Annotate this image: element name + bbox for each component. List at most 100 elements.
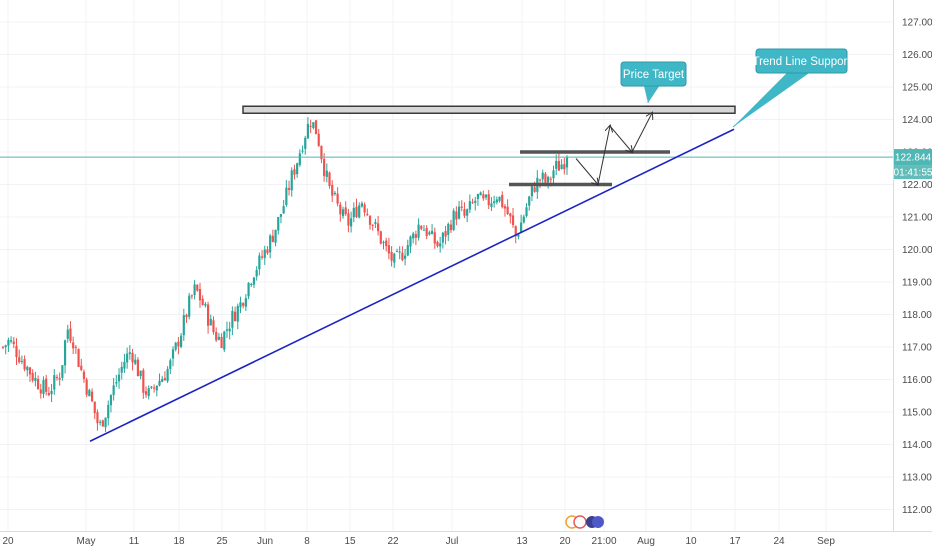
candle-body [344, 207, 347, 215]
candle-body [136, 359, 140, 377]
candle-body [1, 346, 5, 348]
candle-body [225, 329, 229, 331]
candle-body [479, 192, 482, 196]
resistance-zone[interactable] [242, 105, 736, 114]
candle-body [560, 164, 563, 169]
y-tick-label: 127.000 [902, 18, 932, 29]
candle-body [45, 378, 48, 392]
candle-body [277, 217, 280, 231]
countdown-value: 01:41:55 [894, 168, 932, 179]
candle-body [223, 331, 226, 350]
candle-body [266, 249, 269, 254]
candle-body [126, 353, 129, 363]
candle-body [420, 226, 423, 229]
y-tick-label: 125.000 [902, 83, 932, 94]
candle-body [374, 222, 377, 224]
candle-body [131, 352, 134, 363]
trend-line-support[interactable] [89, 128, 735, 442]
x-tick-label: Jul [446, 536, 459, 547]
x-tick-label: 25 [216, 536, 228, 547]
candle-body [406, 245, 409, 256]
candle-body [352, 207, 355, 218]
candle-body [188, 295, 191, 317]
candle-body [42, 379, 45, 395]
projection-arrow [631, 113, 652, 153]
candle-body [331, 184, 334, 196]
candle-body [503, 206, 507, 209]
candle-body [28, 367, 32, 375]
candle-body [144, 391, 148, 395]
candle-body [371, 224, 374, 226]
candle-body [414, 234, 417, 238]
candle-body [61, 365, 64, 378]
candle-body [18, 357, 21, 363]
candle-body [88, 390, 91, 397]
candle-body [541, 172, 544, 180]
candle-body [398, 251, 401, 253]
candle-body [198, 288, 202, 301]
candle-body [379, 231, 382, 244]
candle-body [323, 158, 326, 177]
candle-body [530, 186, 534, 197]
candle-body [290, 170, 293, 191]
y-tick-label: 120.000 [902, 245, 932, 256]
candle-body [449, 224, 453, 231]
candle-body [336, 193, 339, 204]
candle-body [447, 223, 450, 235]
candle-body [150, 386, 153, 388]
candle-body [36, 379, 40, 390]
callout-trend-line-support-box [755, 48, 848, 74]
candle-body [320, 146, 323, 160]
candle-body [263, 249, 266, 258]
candle-body [563, 164, 566, 170]
candle-body [455, 211, 458, 220]
candle-body [101, 420, 104, 427]
candle-body [85, 379, 88, 395]
candle-body [123, 361, 126, 369]
callout-price-target-tail [643, 85, 660, 103]
candle-body [358, 205, 361, 218]
callout-trend-line-support-text: Trend Line Support [752, 56, 851, 68]
countdown-badge-bg [894, 165, 932, 180]
candle-body [498, 196, 501, 201]
callout-trend-line-support[interactable]: Trend Line Support [732, 48, 851, 128]
projection-arrow [597, 126, 610, 185]
candle-body [77, 349, 80, 367]
candle-body [271, 235, 274, 242]
candle-body [115, 382, 118, 384]
candle-body [444, 231, 447, 237]
x-tick-label: Sep [817, 536, 835, 547]
candle-body [547, 176, 550, 183]
candle-body [549, 178, 552, 180]
candle-body [293, 169, 296, 175]
candle-body [117, 374, 121, 382]
candle-body [158, 380, 161, 386]
current-price-value: 122.844 [895, 153, 932, 164]
candle-body [7, 339, 10, 346]
candle-body [425, 228, 428, 236]
y-tick-label: 116.000 [902, 375, 932, 386]
candle-body [247, 282, 250, 297]
candle-body [109, 395, 113, 406]
candle-body [255, 269, 258, 277]
candle-body [55, 376, 59, 378]
candle-body [244, 298, 247, 307]
candle-body [506, 206, 509, 214]
candle-body [171, 349, 175, 359]
candle-body [99, 421, 102, 423]
candle-body [312, 122, 315, 128]
y-tick-label: 118.000 [902, 310, 932, 321]
candle-body [484, 194, 488, 198]
candle-body [463, 209, 466, 216]
candle-body [120, 366, 123, 373]
candle-body [390, 251, 393, 261]
callout-price-target[interactable]: Price Target [620, 61, 687, 104]
candle-body [282, 206, 285, 214]
candle-body [306, 123, 310, 139]
candle-body [193, 284, 196, 296]
candle-body [93, 401, 96, 414]
candle-body [236, 306, 239, 322]
candle-body [9, 340, 13, 342]
